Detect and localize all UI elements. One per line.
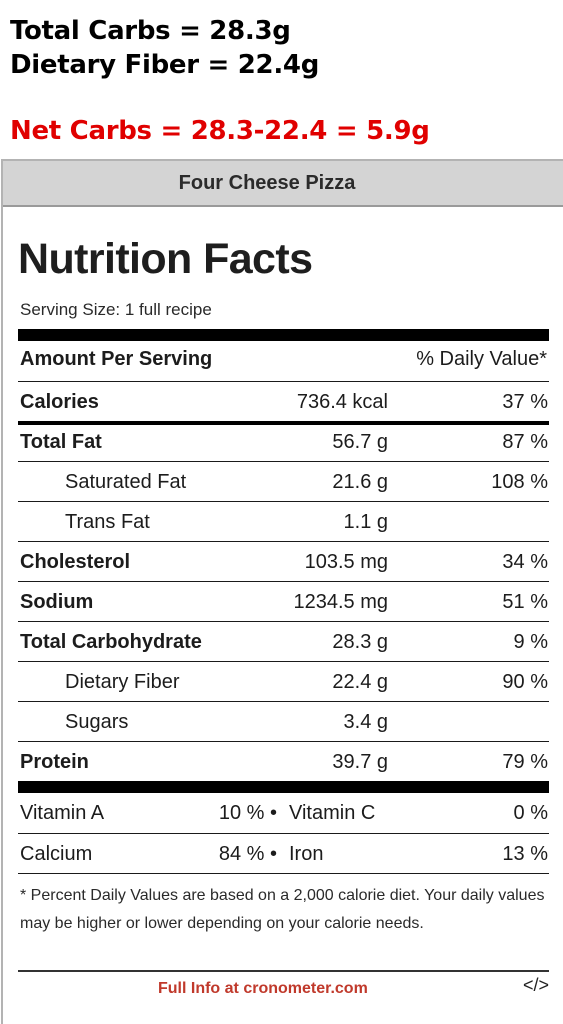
nutrient-row-dietary-fiber: Dietary Fiber 22.4 g 90 % [18, 661, 549, 701]
nutrient-amount: 39.7 g [332, 751, 388, 773]
recipe-title: Four Cheese Pizza [178, 171, 356, 194]
vitamin-percent: 10 % • [218, 802, 277, 824]
nutrient-name: Total Fat [20, 431, 102, 453]
vitamin-percent: 84 % • [218, 843, 277, 865]
nutrient-amount: 56.7 g [332, 431, 388, 453]
nutrient-daily-value: 87 % [502, 431, 548, 453]
daily-value-footnote: * Percent Daily Values are based on a 2,… [20, 887, 545, 932]
nutrition-facts-title: Nutrition Facts [18, 235, 313, 283]
nutrient-row-sodium: Sodium 1234.5 mg 51 % [18, 581, 549, 621]
amount-per-serving-label: Amount Per Serving [20, 348, 213, 370]
thick-divider [18, 329, 549, 341]
net-carbs-note: Net Carbs = 28.3-22.4 = 5.9g [10, 116, 430, 146]
total-carbs-note: Total Carbs = 28.3g [10, 16, 291, 46]
nutrient-name: Trans Fat [65, 511, 150, 533]
recipe-header: Four Cheese Pizza [3, 161, 563, 207]
thick-divider [18, 781, 549, 793]
nutrient-amount: 736.4 kcal [296, 391, 388, 413]
nutrient-daily-value: 51 % [502, 591, 548, 613]
nutrient-row-sugars: Sugars 3.4 g [18, 701, 549, 741]
nutrient-name: Dietary Fiber [65, 671, 180, 693]
serving-size: Serving Size: 1 full recipe [20, 300, 212, 319]
nutrient-daily-value: 34 % [502, 551, 548, 573]
nutrient-name: Calories [20, 391, 99, 413]
vitamin-row: Vitamin A 10 % • Vitamin C 0 % [18, 793, 549, 833]
nutrient-name: Protein [20, 751, 89, 773]
divider [18, 873, 549, 874]
nutrient-amount: 28.3 g [332, 631, 388, 653]
embed-code-icon[interactable]: </> [522, 975, 549, 995]
nutrient-row-trans-fat: Trans Fat 1.1 g [18, 501, 549, 541]
nutrition-card: Four Cheese Pizza Nutrition Facts Servin… [1, 159, 563, 1024]
nutrient-amount: 21.6 g [332, 471, 388, 493]
nutrient-name: Cholesterol [20, 551, 131, 573]
nutrient-amount: 1234.5 mg [293, 591, 388, 613]
dietary-fiber-note: Dietary Fiber = 22.4g [10, 50, 320, 80]
amount-per-serving-row: Amount Per Serving % Daily Value* [18, 341, 549, 377]
nutrient-name: Total Carbohydrate [20, 631, 202, 653]
nutrient-row-calories: Calories 736.4 kcal 37 % [18, 381, 549, 421]
vitamin-name: Calcium [20, 843, 93, 865]
nutrient-row-saturated-fat: Saturated Fat 21.6 g 108 % [18, 461, 549, 501]
daily-value-header: % Daily Value* [416, 348, 547, 370]
nutrient-amount: 3.4 g [343, 711, 388, 733]
nutrient-row-protein: Protein 39.7 g 79 % [18, 741, 549, 781]
divider [18, 970, 549, 972]
nutrient-amount: 103.5 mg [304, 551, 388, 573]
vitamin-percent: 0 % [513, 802, 548, 824]
nutrient-name: Saturated Fat [65, 471, 187, 493]
nutrient-daily-value: 90 % [502, 671, 548, 693]
nutrient-daily-value: 9 % [513, 631, 548, 653]
nutrient-daily-value: 79 % [502, 751, 548, 773]
nutrient-amount: 1.1 g [343, 511, 388, 533]
nutrient-amount: 22.4 g [332, 671, 388, 693]
vitamin-name: Iron [289, 843, 324, 865]
full-info-link[interactable]: Full Info at cronometer.com [158, 980, 368, 997]
vitamin-name: Vitamin C [289, 802, 376, 824]
nutrient-row-cholesterol: Cholesterol 103.5 mg 34 % [18, 541, 549, 581]
nutrient-name: Sugars [65, 711, 129, 733]
nutrient-daily-value: 37 % [502, 391, 548, 413]
nutrient-daily-value: 108 % [491, 471, 548, 493]
vitamin-percent: 13 % [502, 843, 548, 865]
nutrient-row-total-carbohydrate: Total Carbohydrate 28.3 g 9 % [18, 621, 549, 661]
vitamin-row: Calcium 84 % • Iron 13 % [18, 833, 549, 873]
nutrient-name: Sodium [20, 591, 94, 613]
nutrient-row-total-fat: Total Fat 56.7 g 87 % [18, 421, 549, 461]
vitamin-name: Vitamin A [20, 802, 105, 824]
